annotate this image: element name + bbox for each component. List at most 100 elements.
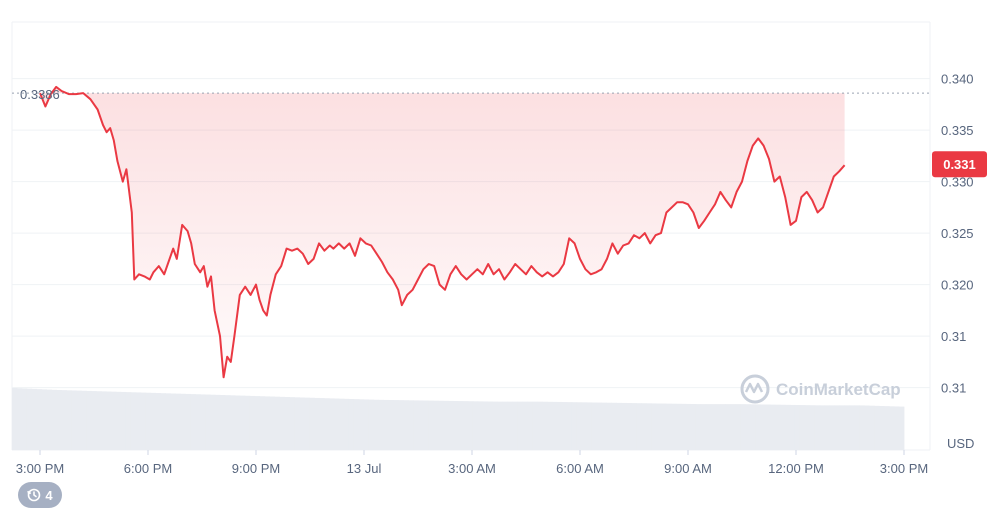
y-tick-label: 0.320 (941, 278, 974, 293)
volume-bar (299, 397, 305, 450)
volume-bar (190, 394, 196, 450)
x-tick-label: 13 Jul (347, 461, 382, 476)
volume-bar (591, 402, 598, 450)
y-tick-label: 0.340 (941, 72, 974, 87)
volume-bar (606, 402, 613, 450)
x-tick-label: 3:00 PM (16, 461, 64, 476)
volume-bar (448, 400, 454, 450)
volume-bar (562, 402, 568, 450)
volume-bar (200, 394, 206, 450)
volume-bar (492, 401, 499, 450)
volume-bar (259, 396, 266, 450)
volume-bar (116, 391, 122, 450)
volume-bar (96, 391, 102, 450)
volume-bar (507, 401, 513, 450)
volume-bar (750, 404, 756, 450)
volume-bar (393, 400, 399, 450)
x-tick-label: 6:00 PM (124, 461, 172, 476)
volume-bar (586, 402, 593, 450)
volume-bar (487, 401, 494, 450)
volume-bar (81, 390, 87, 450)
volume-bar (458, 401, 464, 450)
volume-bar (859, 405, 865, 450)
coinmarketcap-logo-wave (744, 382, 764, 394)
volume-bar (656, 403, 662, 450)
volume-bar (294, 397, 300, 450)
volume-bar (66, 390, 72, 450)
y-tick-label: 0.335 (941, 123, 974, 138)
volume-bar (51, 389, 57, 450)
volume-bar (220, 395, 226, 450)
volume-bar (636, 403, 642, 450)
volume-bar (552, 401, 558, 450)
price-area (40, 86, 845, 378)
volume-bar (661, 403, 667, 450)
x-tick-label: 9:00 AM (664, 461, 712, 476)
coinmarketcap-watermark: CoinMarketCap (740, 374, 901, 404)
volume-bar (854, 405, 860, 450)
volume-bar (41, 389, 48, 450)
volume-bar (517, 401, 523, 450)
volume-bar (239, 395, 246, 450)
volume-bar (690, 404, 697, 450)
price-line[interactable] (39, 85, 846, 379)
volume-bar (730, 404, 736, 450)
y-tick-label: 0.31 (941, 381, 966, 396)
volume-bar (403, 400, 409, 450)
volume-bar (631, 403, 637, 450)
volume-bar (433, 400, 439, 450)
volume-bar (671, 403, 677, 450)
history-badge[interactable]: 4 (18, 482, 62, 508)
volume-bar (725, 404, 731, 450)
y-axis-ticks: 0.340 0.335 0.330 0.325 0.320 0.31 0.31 (941, 72, 974, 396)
volume-bar (309, 397, 315, 450)
volume-bar (884, 406, 890, 450)
volume-bar (378, 399, 385, 450)
volume-bar (185, 393, 191, 450)
y-tick-label: 0.325 (941, 226, 974, 241)
volume-bar (453, 400, 459, 450)
volume-bar (334, 398, 340, 450)
volume-bar (809, 405, 816, 450)
volume-bar (21, 388, 28, 450)
volume-bar (804, 405, 811, 450)
volume-bar (344, 398, 350, 450)
volume-bar (225, 395, 231, 450)
volume-bar (254, 396, 261, 450)
volume-bar (844, 405, 850, 450)
volume-bar (244, 395, 251, 450)
volume-bar (125, 392, 132, 450)
volume-bar (740, 404, 746, 450)
volume-bar (462, 401, 469, 450)
volume-bar (363, 399, 370, 450)
volume-bar (824, 405, 831, 450)
volume-bar (571, 402, 578, 450)
volume-bar (829, 405, 836, 450)
volume-bar (180, 393, 186, 450)
volume-bar (770, 404, 776, 450)
volume-bar (874, 405, 880, 450)
volume-bar (423, 400, 429, 450)
volume-bar (170, 393, 176, 450)
volume-bar (398, 400, 404, 450)
volume-bar (16, 388, 23, 450)
volume-bar (155, 393, 162, 450)
volume-bar (215, 394, 221, 450)
volume-bar (527, 401, 533, 450)
current-price-badge: 0.331 (932, 151, 987, 178)
volume-bar (101, 391, 107, 450)
volume-bar (324, 398, 330, 450)
volume-bar (230, 395, 236, 450)
volume-bar (235, 395, 241, 450)
watermark-text: CoinMarketCap (776, 380, 901, 399)
volume-bar (36, 389, 43, 450)
volume-bar (319, 398, 325, 450)
volume-bar (106, 391, 112, 450)
volume-bar (130, 392, 137, 450)
volume-bar (879, 405, 885, 450)
volume-bar (388, 399, 394, 450)
history-icon (27, 488, 41, 502)
volume-bar (700, 404, 707, 450)
volume-bar (790, 404, 796, 450)
